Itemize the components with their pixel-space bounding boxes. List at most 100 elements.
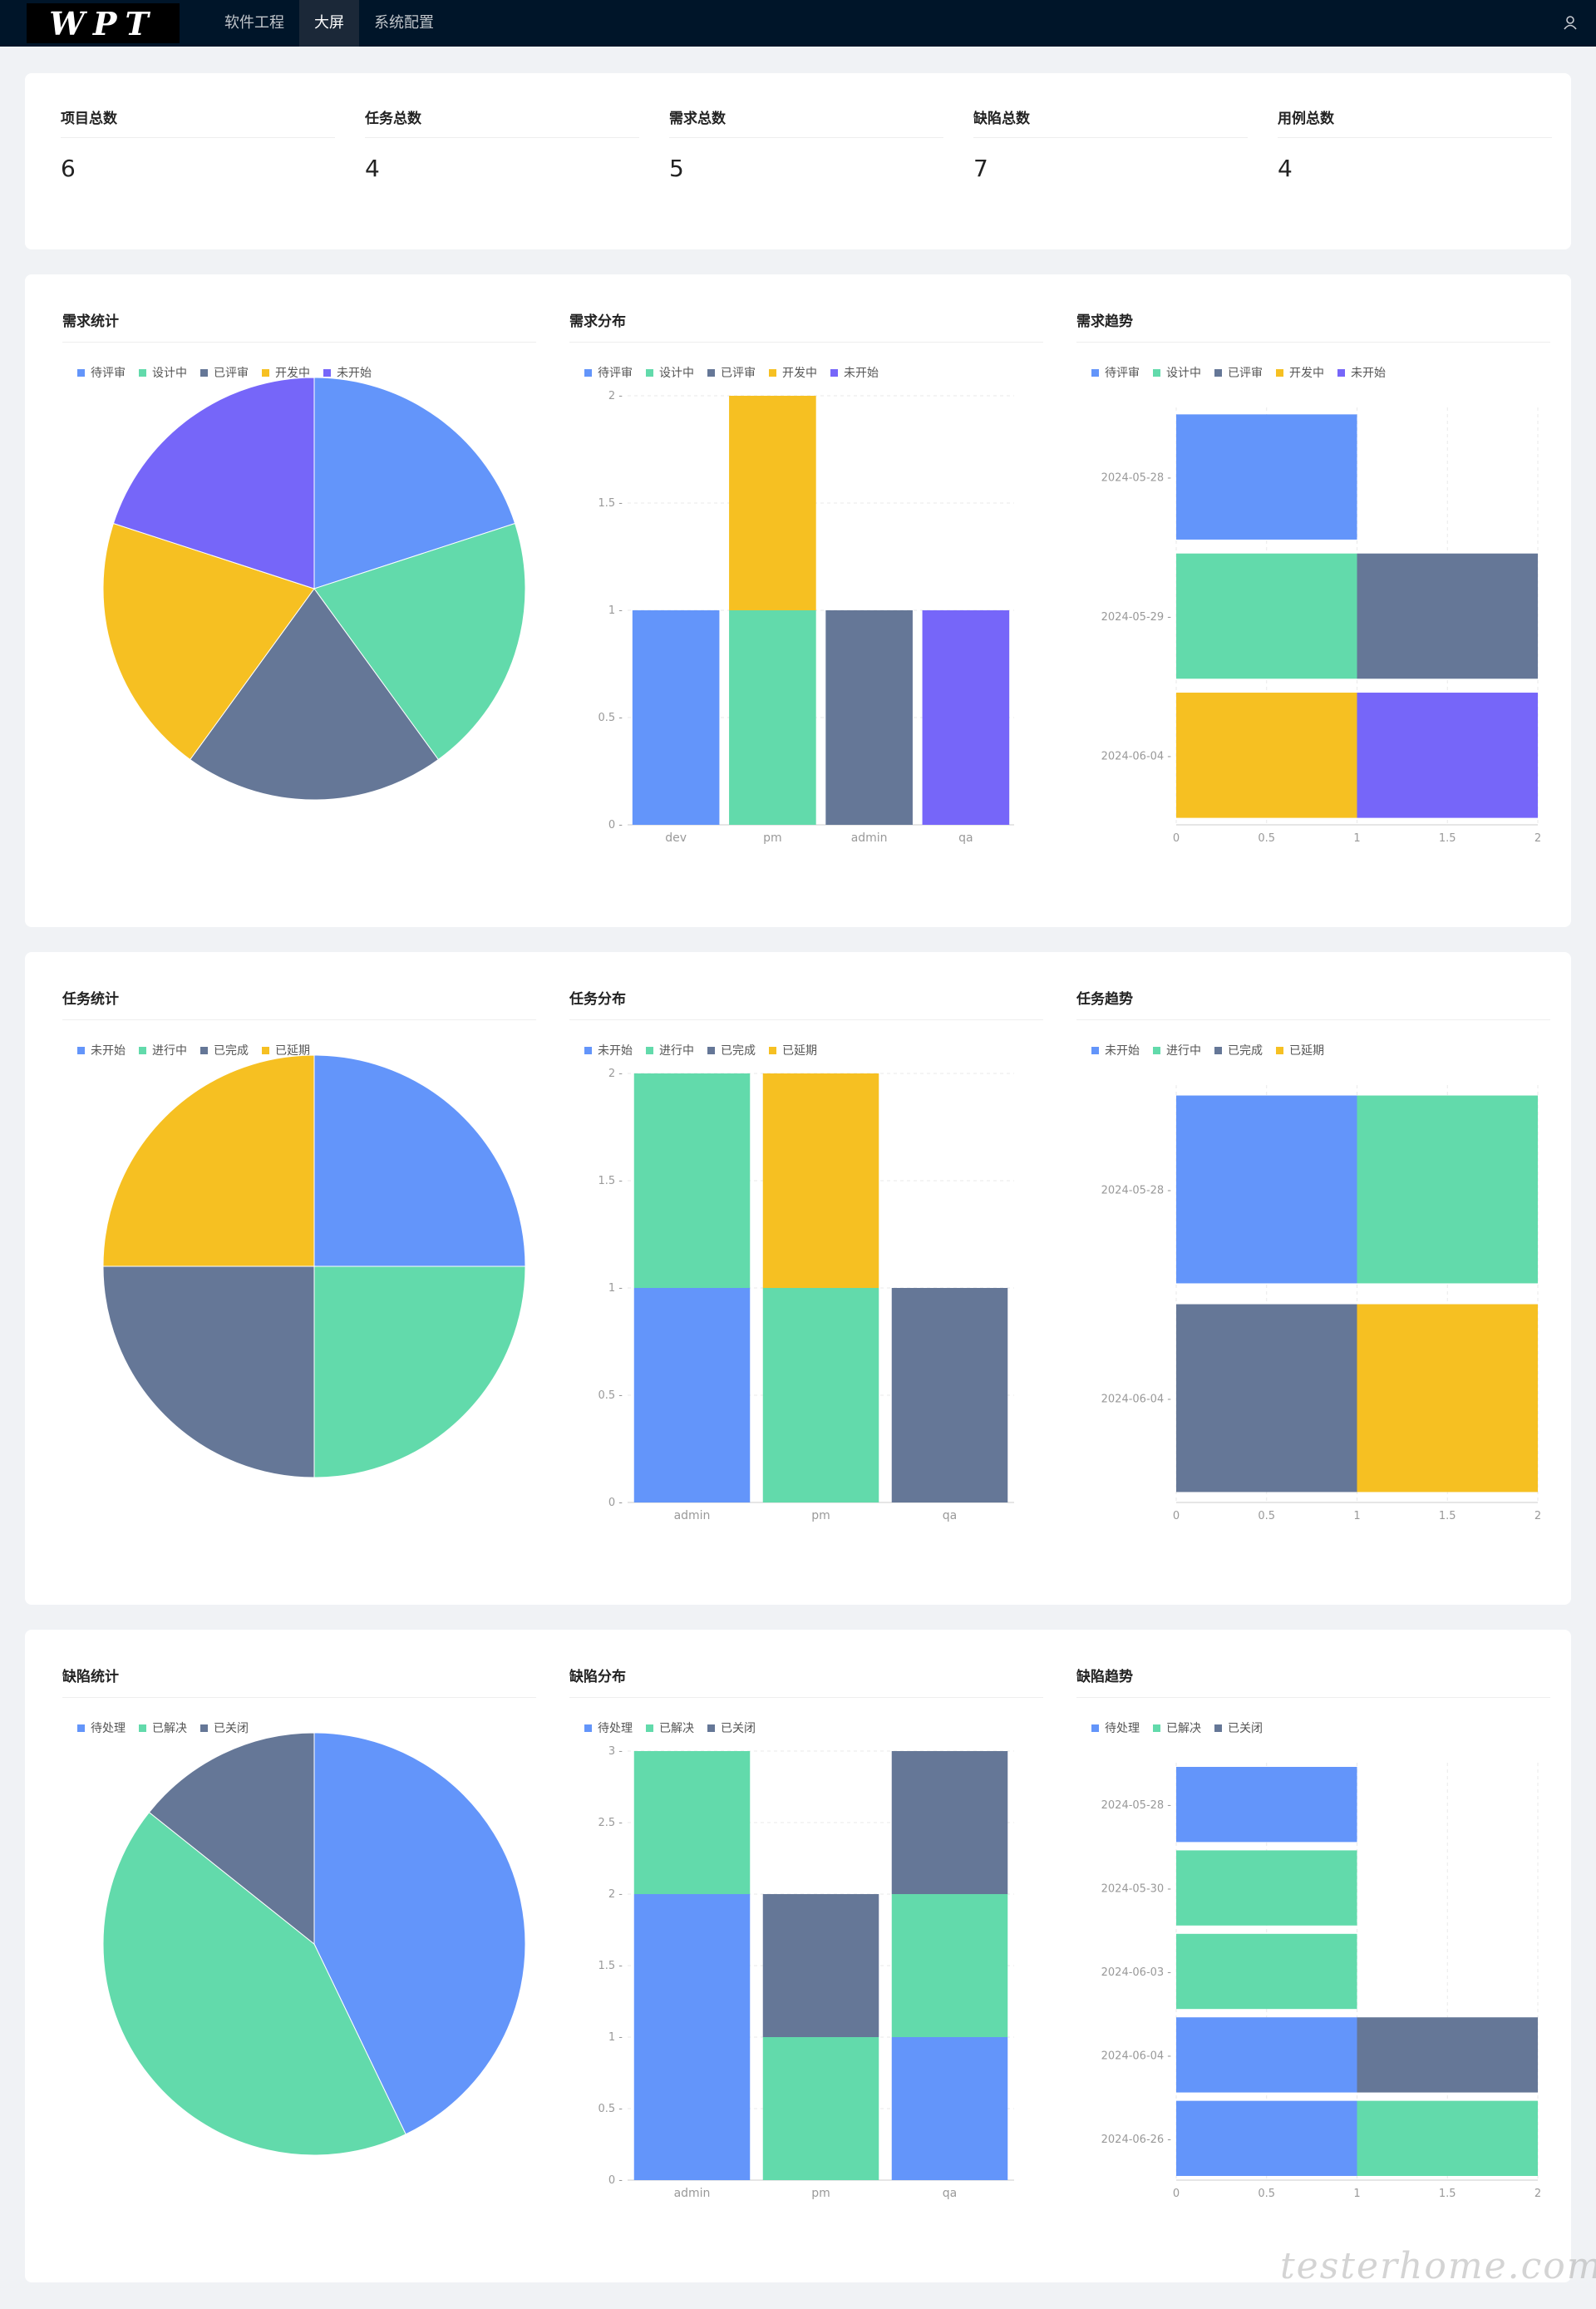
legend-swatch	[584, 1724, 592, 1732]
x-tick-label: 1.5	[1439, 832, 1456, 845]
bar-segment	[922, 610, 1010, 825]
nav-item-system-config[interactable]: 系统配置	[374, 14, 434, 32]
legend-label: 已关闭	[1228, 1722, 1263, 1735]
legend-label: 进行中	[659, 1044, 694, 1058]
panel-title: 任务分布	[569, 987, 1043, 1020]
legend-label: 进行中	[1166, 1044, 1201, 1058]
watermark: testerhome.com	[1280, 2245, 1596, 2287]
pie-slice	[102, 1266, 315, 1478]
y-tick-label: 2 -	[608, 390, 623, 402]
stat-value: 5	[669, 155, 684, 182]
x-tick-label: 1.5	[1439, 2188, 1456, 2200]
x-tick-label: 0.5	[1258, 1510, 1275, 1522]
bar-segment	[1176, 553, 1357, 679]
bar-segment	[1357, 1095, 1538, 1284]
legend-swatch	[139, 369, 146, 377]
legend-label: 已延期	[1289, 1044, 1324, 1058]
legend-label: 已关闭	[214, 1722, 249, 1735]
legend-swatch	[77, 1047, 85, 1054]
legend-swatch	[1276, 1047, 1283, 1054]
legend-label: 已评审	[214, 367, 249, 380]
requirement-trend-chart: 待评审 设计中 已评审 开发中 未开始 0 0.5 1 1.5 2 2024-05-28 - 2024…	[1091, 367, 1541, 845]
pie-slice	[313, 522, 526, 761]
legend-swatch	[200, 1047, 208, 1054]
stat-testcases: 用例总数 4	[1278, 106, 1552, 182]
legend-swatch	[707, 369, 715, 377]
x-tick-label: qa	[943, 1509, 957, 1522]
legend-label: 已解决	[152, 1722, 187, 1735]
y-tick-label: 1 -	[608, 604, 623, 617]
bar-segment	[1176, 1933, 1357, 2010]
bar-segment	[1176, 2100, 1357, 2176]
legend-swatch	[1214, 1047, 1222, 1054]
y-tick-label: 3 -	[608, 1745, 623, 1758]
x-tick-label: 1	[1353, 1510, 1360, 1522]
x-tick-label: 1	[1353, 2188, 1360, 2200]
y-tick-label: 2024-06-26 -	[1101, 2134, 1172, 2146]
x-tick-label: admin	[674, 2187, 711, 2200]
pie-slice	[313, 1054, 526, 1267]
stat-defects: 缺陷总数 7	[973, 106, 1248, 182]
bar-segment	[762, 1288, 879, 1502]
legend-swatch	[769, 369, 776, 377]
defect-trend-chart: 待处理 已解决 已关闭 0 0.5 1 1.5 2 2024-05-28 - 2024-05-30…	[1091, 1722, 1541, 2200]
legend-swatch	[323, 369, 331, 377]
requirement-stats-panel: 需求统计 待评审 设计中 已评审 开发中 未开始	[62, 309, 536, 878]
legend-label: 待处理	[1105, 1722, 1140, 1735]
legend-swatch	[707, 1724, 715, 1732]
bar-segment	[891, 1288, 1008, 1502]
legend-label: 未开始	[598, 1044, 633, 1058]
legend-swatch	[1153, 1047, 1160, 1054]
user-icon[interactable]	[1561, 13, 1579, 32]
legend-label: 未开始	[844, 367, 879, 380]
bar-segment	[633, 1751, 751, 1894]
stat-value: 6	[61, 155, 76, 182]
stat-value: 4	[365, 155, 380, 182]
y-tick-label: 1.5 -	[598, 497, 623, 510]
bar-segment	[891, 2037, 1008, 2180]
x-tick-label: pm	[811, 2187, 830, 2200]
x-tick-label: dev	[665, 831, 687, 845]
legend-label: 待评审	[598, 367, 633, 380]
stat-label: 需求总数	[669, 106, 943, 138]
y-tick-label: 2024-05-29 -	[1101, 611, 1172, 624]
bar-segment	[729, 610, 816, 825]
legend-swatch	[707, 1047, 715, 1054]
stat-tasks: 任务总数 4	[365, 106, 639, 182]
x-tick-label: qa	[958, 831, 973, 845]
panel-title: 任务趋势	[1076, 987, 1550, 1020]
bar-segment	[891, 1751, 1008, 1894]
legend-label: 待处理	[91, 1722, 126, 1735]
y-tick-label: 0.5 -	[598, 2103, 623, 2115]
stat-label: 任务总数	[365, 106, 639, 138]
x-tick-label: 0	[1173, 1510, 1180, 1522]
panel-title: 需求分布	[569, 309, 1043, 343]
nav-item-dashboard[interactable]: 大屏	[299, 0, 359, 47]
requirements-card: 需求统计 待评审 设计中 已评审 开发中 未开始 需求分布 待评审 设计中 已评审 开发中 未开…	[25, 274, 1571, 927]
legend-label: 待评审	[1105, 367, 1140, 380]
legend-swatch	[584, 369, 592, 377]
legend-label: 开发中	[275, 367, 310, 380]
y-tick-label: 0.5 -	[598, 712, 623, 724]
stat-value: 7	[973, 155, 988, 182]
legend-swatch	[200, 1724, 208, 1732]
y-tick-label: 0 -	[608, 1497, 623, 1509]
defect-distribution-panel: 缺陷分布 待处理 已解决 已关闭 0 - 0.5 - 1 - 1.5 - 2 - 2.5 - 3 …	[569, 1665, 1043, 2233]
bar-segment	[633, 1073, 751, 1288]
panel-title: 任务统计	[62, 987, 536, 1020]
legend-label: 已延期	[782, 1044, 817, 1058]
x-tick-label: 0	[1173, 832, 1180, 845]
stat-projects: 项目总数 6	[61, 106, 335, 182]
nav-item-software-engineering[interactable]: 软件工程	[224, 14, 284, 32]
pie-slice	[190, 588, 439, 801]
legend-label: 已延期	[275, 1044, 310, 1058]
y-tick-label: 0 -	[608, 819, 623, 831]
app-logo[interactable]: WPT	[27, 3, 180, 43]
bar-segment	[729, 396, 816, 610]
stat-label: 缺陷总数	[973, 106, 1248, 138]
bar-segment	[825, 610, 913, 825]
legend-swatch	[1153, 1724, 1160, 1732]
y-tick-label: 0.5 -	[598, 1389, 623, 1402]
stat-requirements: 需求总数 5	[669, 106, 943, 182]
y-tick-label: 1 -	[608, 2031, 623, 2044]
